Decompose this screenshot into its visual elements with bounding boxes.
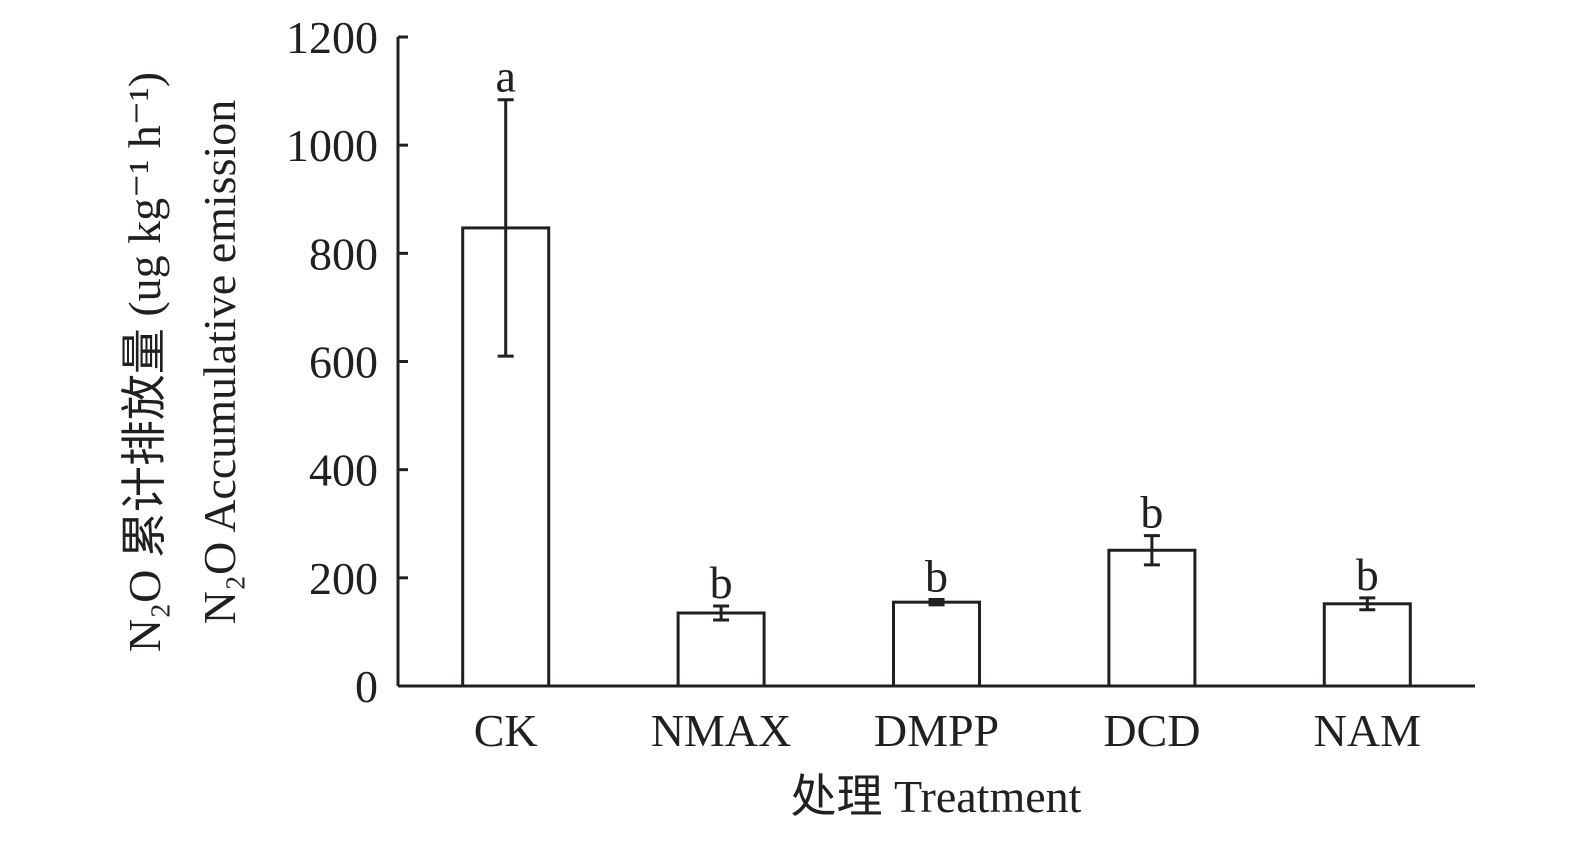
significance-letter: a bbox=[495, 51, 515, 102]
significance-letter: b bbox=[925, 550, 948, 601]
x-tick-label: DCD bbox=[1103, 705, 1200, 756]
y-tick-label: 600 bbox=[309, 337, 378, 388]
x-tick-label: NMAX bbox=[651, 705, 792, 756]
bar-nam bbox=[1322, 602, 1412, 688]
x-axis-label: 处理 Treatment bbox=[791, 771, 1082, 822]
x-tick-label: NAM bbox=[1314, 705, 1421, 756]
y-axis-label-line1: N₂O 累计排放量 (ug kg⁻¹ h⁻¹) bbox=[119, 72, 170, 652]
y-tick-label: 1200 bbox=[286, 12, 378, 63]
y-tick-label: 0 bbox=[355, 661, 378, 712]
y-tick-label: 800 bbox=[309, 228, 378, 279]
bar-dcd bbox=[1107, 548, 1197, 688]
significance-letter: b bbox=[1140, 487, 1163, 538]
bar-dmpp bbox=[892, 600, 981, 688]
y-tick-label: 1000 bbox=[286, 120, 378, 171]
significance-letter: b bbox=[710, 557, 733, 608]
x-tick-label: DMPP bbox=[874, 705, 999, 756]
significance-letter: b bbox=[1356, 549, 1379, 600]
y-tick-label: 400 bbox=[309, 445, 378, 496]
bar-nmax bbox=[676, 611, 766, 688]
y-tick-label: 200 bbox=[309, 553, 378, 604]
y-axis-label-line2: N₂O Accumulative emission bbox=[194, 100, 245, 625]
x-tick-label: CK bbox=[474, 705, 538, 756]
